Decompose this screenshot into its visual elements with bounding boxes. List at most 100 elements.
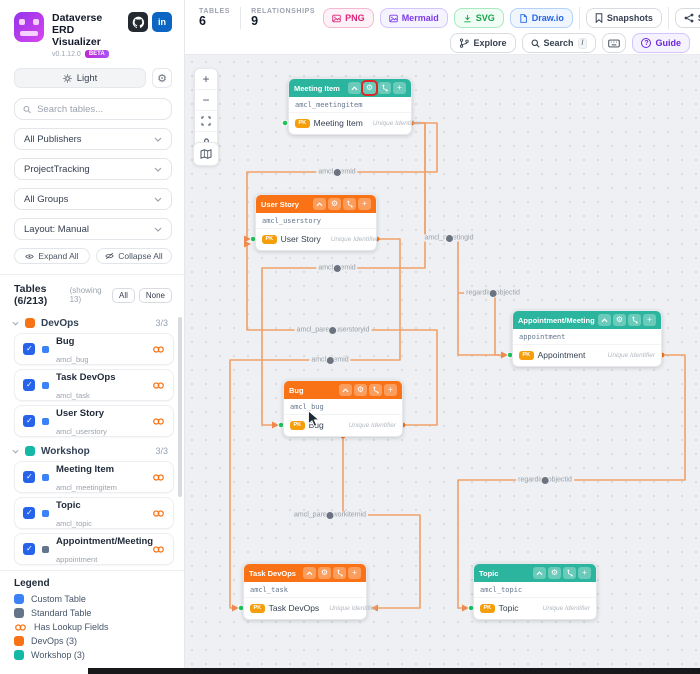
- eye-icon: [25, 253, 35, 259]
- group-header-workshop[interactable]: Workshop 3/3: [0, 441, 184, 461]
- node-settings-button[interactable]: ⚙: [548, 567, 561, 579]
- zoom-out-button[interactable]: −: [195, 90, 217, 111]
- node-relationships-button[interactable]: [628, 314, 641, 326]
- node-settings-button[interactable]: ⚙: [613, 314, 626, 326]
- erd-node-topic[interactable]: Topic ⚙ + amcl_topic PK Topic Unique Ide…: [473, 563, 597, 620]
- export-mermaid-button[interactable]: Mermaid: [379, 8, 448, 28]
- collapse-node-button[interactable]: [533, 567, 546, 579]
- share-button[interactable]: Share Ctrl+Shift+C: [674, 8, 700, 28]
- list-scrollbar[interactable]: [178, 317, 182, 497]
- checkbox-checked[interactable]: [23, 471, 35, 483]
- tables-title: Tables (6/213): [14, 283, 48, 307]
- node-add-button[interactable]: +: [358, 198, 371, 210]
- node-field-row[interactable]: PK Appointment Unique Identifier: [513, 345, 661, 366]
- node-add-button[interactable]: +: [384, 384, 397, 396]
- chevron-up-icon: [536, 570, 543, 575]
- search-button[interactable]: Search /: [521, 33, 597, 53]
- lookup-link-icon: [153, 381, 164, 389]
- select-all-button[interactable]: All: [111, 287, 135, 303]
- gear-icon: ⚙: [330, 199, 339, 208]
- legend-label: Has Lookup Fields: [34, 622, 109, 632]
- zoom-in-button[interactable]: +: [195, 69, 217, 90]
- edge-label: amcl_parentworkitemid: [292, 510, 368, 520]
- solution-dropdown[interactable]: ProjectTracking: [14, 158, 172, 180]
- node-add-button[interactable]: +: [348, 567, 361, 579]
- diagram-canvas[interactable]: amcl_itemid amcl_meetingid amcl_itemid a…: [185, 55, 700, 674]
- publishers-dropdown[interactable]: All Publishers: [14, 128, 172, 150]
- table-schema: amcl_topic: [56, 519, 92, 528]
- node-field-row[interactable]: PK User Story Unique Identifier: [256, 229, 378, 250]
- node-relationships-button[interactable]: [343, 198, 356, 210]
- fit-view-button[interactable]: [195, 111, 217, 132]
- theme-toggle[interactable]: Light: [14, 68, 146, 88]
- collapse-node-button[interactable]: [313, 198, 326, 210]
- select-none-button[interactable]: None: [138, 287, 172, 303]
- layout-dropdown[interactable]: Layout: Manual: [14, 218, 172, 240]
- node-settings-button[interactable]: ⚙: [363, 82, 376, 94]
- legend-title: Legend: [14, 578, 50, 589]
- node-add-button[interactable]: +: [393, 82, 406, 94]
- collapse-node-button[interactable]: [339, 384, 352, 396]
- erd-node-task-devops[interactable]: Task DevOps ⚙ + amcl_task PK Task DevOps…: [243, 563, 377, 620]
- checkbox-checked[interactable]: [23, 507, 35, 519]
- collapse-node-button[interactable]: [348, 82, 361, 94]
- table-row-task-devops[interactable]: Task DevOps amcl_task: [14, 369, 174, 401]
- checkbox-checked[interactable]: [23, 379, 35, 391]
- node-field-row[interactable]: PK Meeting Item Unique Identifier: [289, 113, 420, 134]
- erd-node-bug[interactable]: Bug ⚙ + amcl_bug PK Bug Unique Identifie…: [283, 380, 403, 437]
- table-row-bug[interactable]: Bug amcl_bug: [14, 333, 174, 365]
- node-field-row[interactable]: PK Bug Unique Identifier: [284, 415, 402, 436]
- expand-all-button[interactable]: Expand All: [14, 248, 90, 264]
- linkedin-button[interactable]: in: [152, 12, 172, 32]
- erd-node-user-story[interactable]: User Story ⚙ + amcl_userstory PK User St…: [255, 194, 378, 251]
- table-row-topic[interactable]: Topic amcl_topic: [14, 497, 174, 529]
- collapse-node-button[interactable]: [303, 567, 316, 579]
- node-relationships-button[interactable]: [369, 384, 382, 396]
- table-row-user-story[interactable]: User Story amcl_userstory: [14, 405, 174, 437]
- snapshots-button[interactable]: Snapshots: [585, 8, 662, 28]
- group-header-devops[interactable]: DevOps 3/3: [0, 313, 184, 333]
- table-schema: amcl_bug: [56, 355, 89, 364]
- node-field-row[interactable]: PK Topic Unique Identifier: [474, 598, 596, 619]
- custom-table-icon: [42, 473, 49, 481]
- theme-label: Light: [76, 72, 98, 84]
- checkbox-checked[interactable]: [23, 343, 35, 355]
- share-label: Share: [698, 13, 700, 23]
- table-row-meeting-item[interactable]: Meeting Item amcl_meetingitem: [14, 461, 174, 493]
- search-input[interactable]: [37, 103, 163, 115]
- collapse-node-button[interactable]: [598, 314, 611, 326]
- node-relationships-button[interactable]: [333, 567, 346, 579]
- table-row-appointment[interactable]: Appointment/Meeting appointment: [14, 533, 174, 565]
- checkbox-checked[interactable]: [23, 415, 35, 427]
- export-png-button[interactable]: PNG: [323, 8, 374, 28]
- node-add-button[interactable]: +: [643, 314, 656, 326]
- solution-value: ProjectTracking: [24, 163, 90, 175]
- branch-icon: [460, 38, 470, 48]
- node-relationships-button[interactable]: [378, 82, 391, 94]
- collapse-all-button[interactable]: Collapse All: [96, 248, 172, 264]
- shortcuts-button[interactable]: [602, 33, 627, 53]
- lookup-link-icon: [153, 345, 164, 353]
- groups-dropdown[interactable]: All Groups: [14, 188, 172, 210]
- edge-badge-icon: [325, 510, 335, 520]
- node-settings-button[interactable]: ⚙: [354, 384, 367, 396]
- guide-button[interactable]: ? Guide: [632, 33, 690, 53]
- node-settings-button[interactable]: ⚙: [318, 567, 331, 579]
- node-settings-button[interactable]: ⚙: [328, 198, 341, 210]
- node-field-row[interactable]: PK Task DevOps Unique Identifier: [244, 598, 377, 619]
- export-drawio-button[interactable]: Draw.io: [509, 8, 573, 28]
- explore-button[interactable]: Explore: [450, 33, 516, 53]
- settings-button[interactable]: ⚙: [152, 68, 172, 88]
- node-add-button[interactable]: +: [578, 567, 591, 579]
- table-search[interactable]: [14, 98, 172, 120]
- export-svg-button[interactable]: SVG: [453, 8, 504, 28]
- plus-icon: +: [202, 72, 210, 86]
- erd-node-meeting-item[interactable]: Meeting Item ⚙ + amcl_meetingitem PK Mee…: [288, 78, 420, 135]
- node-relationships-button[interactable]: [563, 567, 576, 579]
- github-button[interactable]: [128, 12, 148, 32]
- minimap-toggle-button[interactable]: [193, 142, 219, 166]
- erd-node-appointment[interactable]: Appointment/Meeting ⚙ + appointment PK A…: [512, 310, 662, 367]
- chevron-up-icon: [306, 570, 313, 575]
- node-title: Appointment/Meeting: [518, 315, 595, 325]
- checkbox-checked[interactable]: [23, 543, 35, 555]
